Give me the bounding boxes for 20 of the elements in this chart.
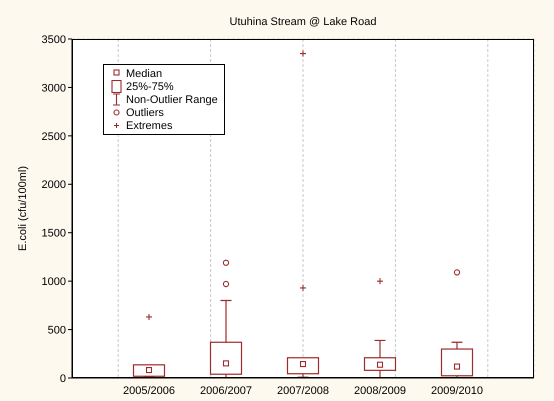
y-tick-label: 3000 <box>42 82 66 94</box>
y-tick-label: 500 <box>48 324 66 336</box>
x-tick-label: 2008/2009 <box>354 384 406 397</box>
annotation: Non-Outlier Range <box>126 94 218 106</box>
y-tick-label: 0 <box>60 372 66 385</box>
legend-label: Outliers <box>126 106 164 118</box>
annotation: Median <box>126 68 162 80</box>
annotation: 25%-75% <box>126 80 174 92</box>
y-axis-title: E.coli (cfu/100ml) <box>16 166 29 251</box>
x-tick-label: 2005/2006 <box>123 384 175 397</box>
y-tick-label: 1500 <box>42 228 66 240</box>
x-tick-label: 2006/2007 <box>200 384 252 397</box>
y-tick-label: 2500 <box>42 130 66 143</box>
x-tick-label: 2009/2010 <box>431 384 483 397</box>
y-tick-label: 1000 <box>42 276 66 288</box>
y-tick-label: 3500 <box>42 34 66 46</box>
y-tick-label: 2000 <box>42 179 66 192</box>
x-tick-label: 2007/2008 <box>277 384 329 397</box>
legend-label: Extremes <box>126 120 172 132</box>
chart-title: Utuhina Stream @ Lake Road <box>228 16 378 28</box>
